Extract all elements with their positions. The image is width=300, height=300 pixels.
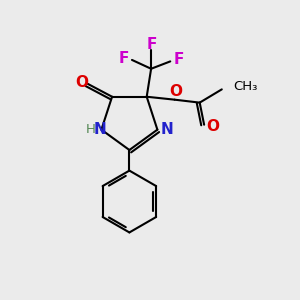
Text: H: H bbox=[85, 123, 95, 136]
Text: F: F bbox=[146, 37, 157, 52]
Text: F: F bbox=[118, 51, 129, 66]
Text: F: F bbox=[173, 52, 184, 68]
Text: O: O bbox=[169, 84, 183, 99]
Text: O: O bbox=[75, 74, 88, 89]
Text: N: N bbox=[160, 122, 173, 136]
Text: CH₃: CH₃ bbox=[233, 80, 257, 93]
Text: N: N bbox=[94, 122, 106, 136]
Text: O: O bbox=[206, 119, 219, 134]
